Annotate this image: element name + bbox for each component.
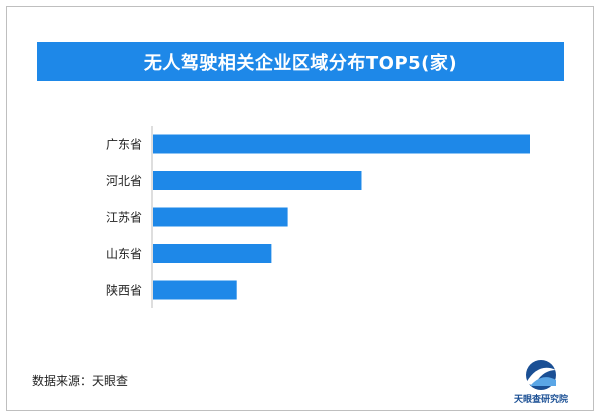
category-label-3: 山东省 [106,247,142,261]
tianyancha-logo: 天眼查研究院 [506,356,576,406]
category-label-4: 陕西省 [106,283,142,298]
logo-text: 天眼查研究院 [513,395,568,405]
chart-title: 无人驾驶相关企业区域分布TOP5(家) [143,52,458,74]
bar-4 [153,280,237,300]
bar-1 [153,171,362,190]
category-label-1: 河北省 [106,174,142,188]
logo-mark-icon [526,360,556,390]
title-banner: 无人驾驶相关企业区域分布TOP5(家) [37,42,564,81]
bar-3 [153,244,272,263]
data-source: 数据来源：天眼查 [32,374,129,388]
bar-2 [153,207,288,227]
category-label-2: 江苏省 [106,211,142,225]
category-label-0: 广东省 [106,138,142,152]
bar-0 [153,134,530,154]
